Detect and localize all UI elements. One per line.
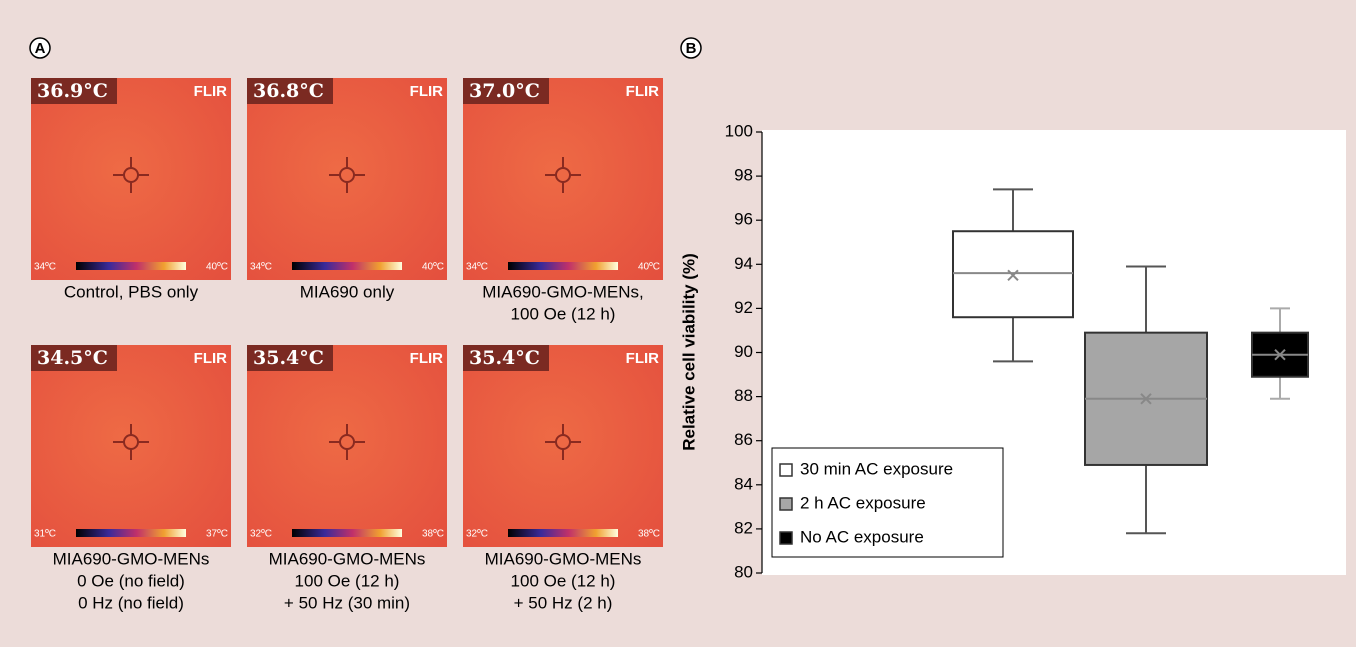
y-tick-label: 80	[734, 562, 753, 581]
scale-max: 38ºC	[422, 529, 444, 540]
thermal-image	[247, 345, 447, 547]
color-scale	[508, 529, 618, 537]
caption: + 50 Hz (30 min)	[284, 593, 410, 612]
panel-label-circle	[29, 37, 51, 59]
temperature-box	[463, 78, 549, 104]
caption: 100 Oe (12 h)	[511, 571, 616, 590]
thermal-image	[463, 345, 663, 547]
crosshair	[545, 157, 581, 193]
temperature-box	[247, 345, 333, 371]
y-tick-label: 86	[734, 430, 753, 449]
color-scale	[76, 529, 186, 537]
crosshair	[329, 157, 365, 193]
caption: 0 Oe (no field)	[77, 571, 185, 590]
brand: FLIR	[410, 350, 443, 367]
caption: MIA690-GMO-MENs	[485, 549, 642, 568]
y-tick-label: 92	[734, 298, 753, 317]
crosshair	[545, 424, 581, 460]
color-scale	[76, 262, 186, 270]
mean-marker	[1274, 348, 1286, 361]
crosshair	[329, 424, 365, 460]
temperature-box	[31, 78, 117, 104]
mean-marker	[1007, 269, 1019, 282]
color-scale	[292, 262, 402, 270]
legend-swatch	[779, 497, 793, 511]
y-axis-label: Relative cell viability (%)	[679, 253, 698, 450]
temperature: 35.4°C	[469, 347, 540, 369]
temperature: 36.8°C	[253, 80, 324, 102]
scale-max: 40ºC	[422, 262, 444, 273]
thermal-image	[463, 78, 663, 280]
scale-max: 38ºC	[638, 529, 660, 540]
temperature: 34.5°C	[37, 347, 108, 369]
y-tick-label: 88	[734, 386, 753, 405]
caption: MIA690-GMO-MENs,	[482, 282, 644, 301]
brand: FLIR	[626, 83, 659, 100]
caption: + 50 Hz (2 h)	[514, 593, 613, 612]
legend-swatch	[779, 531, 793, 545]
legend-label: No AC exposure	[800, 527, 924, 546]
temperature-box	[463, 345, 549, 371]
scale-max: 40ºC	[638, 262, 660, 273]
thermal-image	[247, 78, 447, 280]
temperature: 35.4°C	[253, 347, 324, 369]
y-tick-label: 90	[734, 342, 753, 361]
thermal-image	[31, 78, 231, 280]
caption: Control, PBS only	[64, 282, 199, 301]
brand: FLIR	[410, 83, 443, 100]
scale-min: 34ºC	[250, 262, 272, 273]
temperature-box	[247, 78, 333, 104]
legend-swatch	[779, 463, 793, 477]
y-tick-label: 94	[734, 254, 753, 273]
temperature-box	[31, 345, 117, 371]
panel-label-circle	[680, 37, 702, 59]
caption: 100 Oe (12 h)	[511, 304, 616, 323]
scale-max: 40ºC	[206, 262, 228, 273]
legend	[771, 447, 1004, 558]
legend-label: 30 min AC exposure	[800, 459, 953, 478]
y-tick-label: 82	[734, 518, 753, 537]
thermal-image	[31, 345, 231, 547]
caption: 100 Oe (12 h)	[295, 571, 400, 590]
scale-min: 32ºC	[466, 529, 488, 540]
brand: FLIR	[626, 350, 659, 367]
scale-min: 31ºC	[34, 529, 56, 540]
brand: FLIR	[194, 350, 227, 367]
panel-label: A	[35, 40, 46, 57]
color-scale	[292, 529, 402, 537]
mean-marker	[1140, 393, 1152, 405]
y-tick-label: 98	[734, 166, 753, 185]
y-tick-label: 96	[734, 210, 753, 229]
caption: MIA690-GMO-MENs	[269, 549, 426, 568]
caption: MIA690 only	[300, 282, 395, 301]
temperature: 37.0°C	[469, 80, 540, 102]
brand: FLIR	[194, 83, 227, 100]
crosshair	[113, 157, 149, 193]
scale-min: 34ºC	[466, 262, 488, 273]
y-tick-label: 84	[734, 474, 753, 493]
crosshair	[113, 424, 149, 460]
caption: 0 Hz (no field)	[78, 593, 184, 612]
y-tick-label: 100	[725, 121, 753, 140]
panel-label: B	[686, 40, 697, 57]
scale-min: 32ºC	[250, 529, 272, 540]
temperature: 36.9°C	[37, 80, 108, 102]
color-scale	[508, 262, 618, 270]
caption: MIA690-GMO-MENs	[53, 549, 210, 568]
scale-min: 34ºC	[34, 262, 56, 273]
legend-label: 2 h AC exposure	[800, 493, 926, 512]
scale-max: 37ºC	[206, 529, 228, 540]
